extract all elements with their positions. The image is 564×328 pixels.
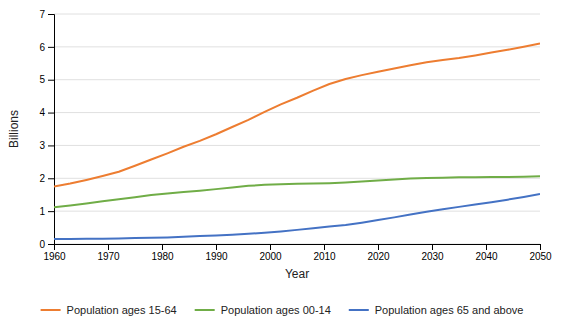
x-tick-label: 2040 <box>475 251 498 262</box>
x-tick-mark <box>486 244 487 250</box>
y-tick: 0 <box>39 239 54 250</box>
y-tick-mark <box>48 211 54 212</box>
x-tick-mark <box>108 244 109 250</box>
y-tick-mark <box>48 14 54 15</box>
series-group <box>54 44 540 240</box>
grid-line <box>54 14 540 15</box>
x-tick-label: 1960 <box>43 251 66 262</box>
x-tick: 2020 <box>367 244 390 262</box>
legend-item: Population ages 15-64 <box>41 304 177 316</box>
grid-line <box>54 46 540 47</box>
grid-line <box>54 79 540 80</box>
x-tick-mark <box>378 244 379 250</box>
legend-swatch <box>195 309 215 311</box>
y-tick-mark <box>48 80 54 81</box>
x-tick-label: 1980 <box>151 251 174 262</box>
grid <box>54 14 540 244</box>
x-tick-mark <box>432 244 433 250</box>
series-line <box>54 176 540 207</box>
x-tick-mark <box>162 244 163 250</box>
x-tick: 2000 <box>259 244 282 262</box>
y-tick-label: 1 <box>39 206 45 217</box>
x-tick: 2010 <box>313 244 336 262</box>
y-tick: 1 <box>39 206 54 217</box>
x-axis-title: Year <box>285 267 309 281</box>
grid-line <box>54 211 540 212</box>
plot: 1960197019801990200020102020203020402050… <box>7 9 552 281</box>
y-tick: 5 <box>39 74 54 85</box>
y-tick-label: 0 <box>39 239 45 250</box>
x-tick: 1990 <box>205 244 228 262</box>
grid-line <box>54 145 540 146</box>
y-axis-title: Billions <box>7 110 21 148</box>
legend-label: Population ages 65 and above <box>375 304 524 316</box>
x-tick-label: 1990 <box>205 251 228 262</box>
y-tick-mark <box>48 145 54 146</box>
legend-item: Population ages 00-14 <box>195 304 331 316</box>
x-tick: 1980 <box>151 244 174 262</box>
x-tick-label: 2030 <box>421 251 444 262</box>
y-tick-mark <box>48 113 54 114</box>
x-axis-line <box>55 245 541 251</box>
x-tick-label: 2050 <box>529 251 552 262</box>
x-tick-mark <box>540 244 541 250</box>
y-tick: 6 <box>39 42 54 53</box>
series-line <box>54 44 540 187</box>
x-tick-mark <box>270 244 271 250</box>
y-tick-label: 6 <box>39 42 45 53</box>
legend-swatch <box>349 309 369 311</box>
y-tick-mark <box>48 178 54 179</box>
y-tick: 4 <box>39 107 54 118</box>
legend: Population ages 15-64 Population ages 00-… <box>41 304 524 316</box>
x-tick: 1970 <box>97 244 120 262</box>
legend-item: Population ages 65 and above <box>349 304 524 316</box>
x-tick-label: 2000 <box>259 251 282 262</box>
grid-line <box>54 112 540 113</box>
y-axis: 0 1 2 3 4 5 6 7 <box>39 9 54 250</box>
x-tick-label: 2010 <box>313 251 336 262</box>
x-tick-mark <box>324 244 325 250</box>
series-line <box>54 194 540 239</box>
y-tick-label: 7 <box>39 9 45 20</box>
x-tick: 2050 <box>529 244 552 262</box>
y-tick: 7 <box>39 9 54 20</box>
y-tick-label: 3 <box>39 140 45 151</box>
x-tick-label: 1970 <box>97 251 120 262</box>
chart: 1960197019801990200020102020203020402050… <box>0 0 564 328</box>
x-tick: 2040 <box>475 244 498 262</box>
y-tick-mark <box>48 47 54 48</box>
legend-label: Population ages 15-64 <box>67 304 177 316</box>
y-tick: 3 <box>39 140 54 151</box>
y-tick-mark <box>48 244 54 245</box>
y-tick: 2 <box>39 173 54 184</box>
y-tick-label: 2 <box>39 173 45 184</box>
x-tick-label: 2020 <box>367 251 390 262</box>
x-tick: 2030 <box>421 244 444 262</box>
y-tick-label: 5 <box>39 74 45 85</box>
x-tick-mark <box>216 244 217 250</box>
legend-swatch <box>41 309 61 311</box>
y-axis-line <box>48 15 55 245</box>
x-tick: 1960 <box>43 244 66 262</box>
x-axis: 1960 1970 1980 1990 2000 2010 2020 2030 2040 2050 <box>43 244 552 262</box>
y-tick-label: 4 <box>39 107 45 118</box>
legend-label: Population ages 00-14 <box>221 304 331 316</box>
